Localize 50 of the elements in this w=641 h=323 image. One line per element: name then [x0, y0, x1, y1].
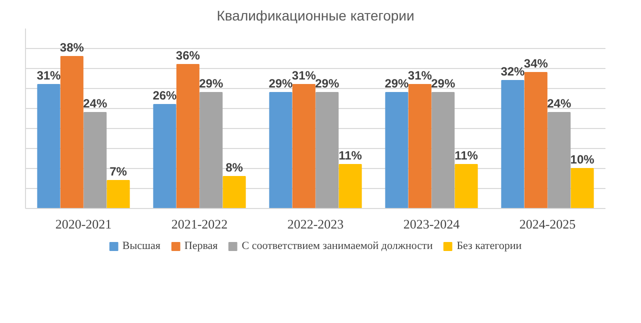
bar — [408, 84, 432, 208]
legend-label: С соответствием занимаемой должности — [242, 240, 433, 252]
data-label: 29% — [384, 76, 410, 90]
data-label: 31% — [36, 68, 62, 82]
data-label: 11% — [338, 148, 362, 162]
data-label: 26% — [152, 88, 178, 102]
legend-label: Без категории — [456, 240, 522, 252]
bar — [570, 168, 594, 208]
bar — [222, 176, 246, 208]
data-label: 29% — [199, 76, 224, 90]
data-label: 34% — [524, 56, 548, 70]
bar — [292, 84, 316, 208]
bar — [106, 180, 130, 208]
data-label: 31% — [292, 68, 316, 82]
bar — [385, 92, 408, 208]
data-label: 7% — [110, 164, 128, 178]
bar — [548, 112, 571, 208]
bar — [37, 84, 60, 208]
data-label: 38% — [60, 40, 84, 54]
data-label: 29% — [431, 76, 456, 90]
data-label: 31% — [408, 68, 432, 82]
bar — [84, 112, 107, 208]
legend-label: Первая — [184, 240, 218, 252]
bar — [153, 104, 176, 208]
bar — [176, 64, 200, 208]
data-label: 29% — [315, 76, 340, 90]
bar — [200, 92, 223, 208]
data-label: 24% — [83, 96, 108, 110]
bar — [524, 72, 548, 208]
x-tick-label: 2020-2021 — [55, 216, 112, 232]
data-label: 29% — [268, 76, 294, 90]
data-label: 10% — [570, 152, 595, 166]
data-label: 32% — [500, 64, 526, 78]
x-tick-label: 2021-2022 — [171, 216, 228, 232]
data-label: 8% — [226, 160, 244, 174]
chart-title: Квалификационные категории — [216, 8, 414, 24]
bar — [454, 164, 478, 208]
data-label: 11% — [454, 148, 478, 162]
x-tick-label: 2023-2024 — [403, 216, 460, 232]
bar — [501, 80, 524, 208]
bar — [432, 92, 455, 208]
bar — [338, 164, 362, 208]
data-label: 24% — [547, 96, 572, 110]
x-tick-label: 2022-2023 — [287, 216, 344, 232]
data-label: 36% — [176, 48, 200, 62]
bar — [269, 92, 292, 208]
bar — [316, 92, 339, 208]
legend-label: Высшая — [122, 240, 160, 252]
x-tick-label: 2024-2025 — [519, 216, 576, 232]
bar — [60, 56, 84, 208]
